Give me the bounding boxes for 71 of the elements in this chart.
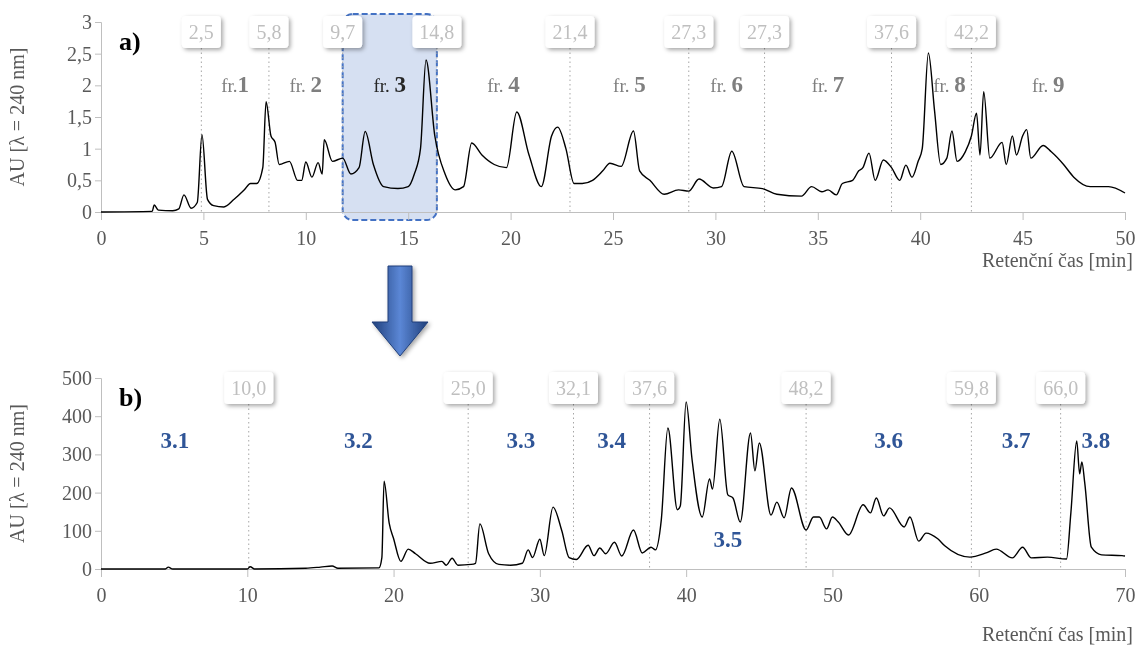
annotation: 2,5 <box>188 21 214 43</box>
x-tick-label: 60 <box>969 584 990 606</box>
chart-title: b) <box>119 383 143 412</box>
x-axis-title: Retenční čas [min] <box>981 623 1133 645</box>
y-tick-label: 0,5 <box>67 169 92 192</box>
x-tick-label: 10 <box>237 584 258 606</box>
annotation: fr. 9 <box>1031 72 1065 97</box>
annotation: 25,0 <box>450 377 486 399</box>
y-tick-label: 3 <box>82 10 92 33</box>
x-tick-label: 40 <box>676 584 697 606</box>
annotation: 10,0 <box>231 377 267 399</box>
x-tick-label: 0 <box>96 227 107 249</box>
x-tick-label: 45 <box>1013 227 1034 249</box>
annotation: 3.6 <box>874 428 904 453</box>
annotation: 37,6 <box>874 21 910 43</box>
annotation: 3.8 <box>1081 428 1111 453</box>
annotation: fr. 3 <box>373 72 407 97</box>
annotation: 37,6 <box>632 377 668 399</box>
y-tick-label: 400 <box>62 405 92 428</box>
annotation: 3.2 <box>344 428 373 453</box>
x-tick-label: 25 <box>603 227 624 249</box>
annotation: 27,3 <box>671 21 707 43</box>
x-tick-label: 40 <box>910 227 931 249</box>
annotation: 27,3 <box>747 21 783 43</box>
annotation: 32,1 <box>556 377 591 399</box>
annotation: fr. 5 <box>613 72 646 97</box>
x-tick-label: 30 <box>530 584 551 606</box>
annotation: 9,7 <box>330 21 356 43</box>
annotation: 3.1 <box>160 428 190 453</box>
x-tick-label: 30 <box>705 227 726 249</box>
annotation: fr. 7 <box>811 72 845 97</box>
chart-title: a) <box>119 27 141 56</box>
x-tick-label: 10 <box>296 227 317 249</box>
x-tick-label: 50 <box>822 584 843 606</box>
x-tick-label: 15 <box>398 227 419 249</box>
y-tick-label: 0 <box>82 557 92 580</box>
y-tick-label: 100 <box>62 519 92 542</box>
y-tick-label: 500 <box>62 366 92 389</box>
x-tick-label: 20 <box>384 584 405 606</box>
y-tick-label: 2,5 <box>67 42 92 65</box>
y-tick-label: 1,5 <box>67 105 92 128</box>
annotation: 48,2 <box>788 377 824 399</box>
y-axis-title: AU [λ = 240 nm] <box>6 47 28 187</box>
x-axis-title: Retenční čas [min] <box>981 249 1133 271</box>
annotation: fr. 2 <box>289 72 323 97</box>
annotation: 66,0 <box>1043 377 1079 399</box>
annotation: 42,2 <box>953 21 989 43</box>
annotation: fr.1 <box>221 72 250 97</box>
annotation: 5,8 <box>256 21 282 43</box>
annotation: 21,4 <box>552 21 588 43</box>
y-tick-label: 2 <box>82 74 92 97</box>
annotation: 3.3 <box>506 428 536 453</box>
annotation: 3.5 <box>713 527 743 552</box>
y-tick-label: 200 <box>62 481 92 504</box>
y-axis-title: AU [λ = 240 nm] <box>6 404 28 543</box>
annotation: fr. 8 <box>933 72 966 97</box>
y-tick-label: 1 <box>82 137 92 160</box>
annotation: fr. 4 <box>487 72 521 97</box>
annotation: 3.7 <box>1001 428 1031 453</box>
annotation: 14,8 <box>419 21 455 43</box>
x-tick-label: 35 <box>808 227 829 249</box>
annotation: fr. 6 <box>710 72 743 97</box>
y-tick-label: 300 <box>62 443 92 466</box>
x-tick-label: 70 <box>1115 584 1136 606</box>
x-tick-label: 0 <box>96 584 107 606</box>
x-tick-label: 5 <box>198 227 209 249</box>
annotation: 59,8 <box>953 377 989 399</box>
x-tick-label: 20 <box>501 227 522 249</box>
annotation: 3.4 <box>597 428 627 453</box>
y-tick-label: 0 <box>82 200 92 223</box>
x-tick-label: 50 <box>1115 227 1136 249</box>
